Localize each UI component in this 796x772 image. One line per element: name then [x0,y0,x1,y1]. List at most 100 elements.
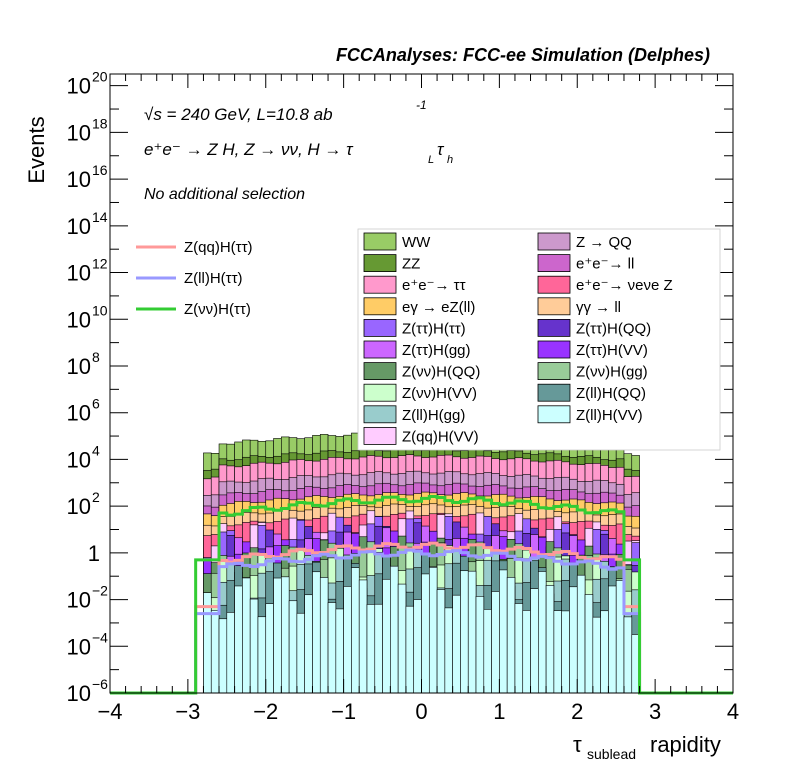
stack-bar-Z-ll-H-VV--50 [499,569,508,694]
y-tick-label: 10 16 [67,162,108,192]
y-tick-label-exp: 12 [92,256,108,272]
x-axis-label-main: τ [573,732,582,757]
signal-line-Z-qq-H- [110,541,733,695]
legend-swatch [537,340,571,359]
legend-label: γγ → ll [576,299,621,316]
x-tick-label: −3 [175,699,200,724]
annotation-process-sub2: h [447,154,453,166]
y-tick-label-exp: 6 [92,396,100,412]
stack-bar-Z-ll-H-VV--57 [553,610,562,694]
legend-swatch [363,383,397,402]
y-tick-label-base: 10 [67,681,91,706]
x-axis-label: τ sublead rapidity [573,732,721,762]
legend-line-label: Z(νν)H(ττ) [184,301,251,318]
stack-bar-Z-ll-H-VV--26 [312,571,321,694]
stack-bar-Z-ll-H-VV--36 [390,565,399,694]
y-tick-label-base: 10 [67,120,91,145]
legend-label: Z(qq)H(VV) [402,428,479,445]
y-tick-label-exp: −2 [92,583,108,599]
stack-bar-Z-ll-H-VV--41 [428,567,438,694]
annotation-selection: No additional selection [144,186,305,203]
y-tick-label-base: 10 [67,261,91,286]
stack-bar-Z-ll-H-VV--51 [506,577,516,694]
stack-bar-Z-ll-H-VV--58 [561,610,570,694]
y-tick-label-base: 10 [67,167,91,192]
annotation-process-text: e⁺e⁻ → Z H, Z → νν, H → τ [144,140,354,159]
legend-swatch [363,426,397,445]
stack-bar-Z-ll-H-VV--23 [288,600,298,694]
x-tick-label: −2 [253,699,278,724]
legend-label: Z(ττ)H(VV) [576,342,648,359]
legend-swatch [363,340,397,359]
y-tick-label: 10 14 [67,209,108,239]
legend-swatch [537,254,571,273]
stack-bar-Z-ll-H-VV--17 [242,577,251,694]
stack-bar-Z-ll-H-VV--34 [374,603,383,694]
y-tick-label-exp: 14 [92,209,108,225]
legend-swatch [363,318,397,337]
legend-label: Z(ll)H(QQ) [576,385,646,402]
stack-bar-Z-ll-H-VV--18 [249,598,259,694]
stack-bar-Z-ll-H-VV--20 [265,603,274,694]
y-tick-label: 10 4 [67,442,100,472]
y-tick-label-base: 10 [67,447,91,472]
y-tick-label-base: 10 [67,74,91,99]
annotation-process: e⁺e⁻ → Z H, Z → νν, H → τ L τ h [144,140,453,166]
legend-swatch [363,232,397,251]
x-axis-ticks: −4 −3 −2 −1 0 1 2 3 4 [97,74,739,724]
legend-swatch [363,405,397,424]
stack-bar-Z-ll-H-VV--35 [382,578,391,694]
legend-line-label: Z(ll)H(ττ) [184,270,243,287]
stack-bar-Z-ll-H-VV--59 [569,586,578,694]
stack-bar-Z-ll-H-VV--45 [460,570,469,694]
legend-label: e⁺e⁻→ ll [576,256,634,273]
signal-line-Z-ll-H- [110,548,733,695]
x-axis-label-rest: rapidity [650,732,721,757]
annotation-energy-exponent: -1 [416,98,427,112]
y-tick-label-exp: 10 [92,302,108,318]
annotation-energy: √s = 240 GeV, L=10.8 ab -1 [144,98,427,124]
legend-swatch [363,362,397,381]
stack-bar-Z-ll-H-VV--27 [319,577,329,694]
legend-swatch [363,254,397,273]
y-tick-label-exp: 2 [92,489,100,505]
annotation-process-sub1: L [428,154,434,166]
stack-bar-Z-ll-H-VV--54 [530,588,539,694]
legend-swatch [363,275,397,294]
legend-label: Z(ττ)H(QQ) [576,320,651,337]
y-tick-label: 10 12 [67,256,108,286]
stack-bar-Z-ll-H-VV--38 [405,605,415,694]
stack-bar-Z-ll-H-VV--66 [623,616,633,694]
stack-bar-Z-ll-H-VV--22 [281,576,290,694]
stack-bar-Z-ll-H-VV--33 [366,604,376,694]
stack-bar-Z-ll-H-VV--15 [226,612,235,694]
stack-bar-Z-ll-H-VV--46 [467,570,477,694]
stack-bar-Z-ll-H-VV--24 [296,612,305,694]
stack-bar-Z-ll-H-VV--44 [452,594,461,694]
stack-bar-Z-ll-H-VV--55 [538,571,547,694]
stack-bar-Z-ll-H-VV--39 [413,599,422,694]
stack-bar-Z-ll-H-VV--37 [397,583,407,694]
legend-label: e⁺e⁻→ νeνe Z [576,277,673,294]
x-tick-label: 4 [727,699,739,724]
legend-swatch [537,275,571,294]
x-tick-label: 1 [493,699,505,724]
y-tick-label: 10 6 [67,396,100,426]
legend-swatch [363,297,397,316]
x-tick-label: −4 [97,699,122,724]
stack-bar-Z-ll-H-VV--28 [327,602,337,694]
legend-label: eγ → eZ(ll) [402,299,475,316]
x-axis-label-sub: sublead [587,746,636,762]
y-tick-label-base: 10 [67,354,91,379]
y-tick-label-exp: 4 [92,442,100,458]
stack-bar-Z-ll-H-VV--61 [584,594,594,694]
signal-line-Z-H- [110,494,733,695]
legend-label: e⁺e⁻→ ττ [402,277,466,294]
y-tick-label-base: 10 [67,401,91,426]
stack-bar-Z-ll-H-VV--21 [273,577,282,694]
stack-bar-Z-ll-H-VV--62 [592,616,601,694]
y-tick-label-exp: 8 [92,349,100,365]
y-tick-label-base: 10 [67,634,91,659]
